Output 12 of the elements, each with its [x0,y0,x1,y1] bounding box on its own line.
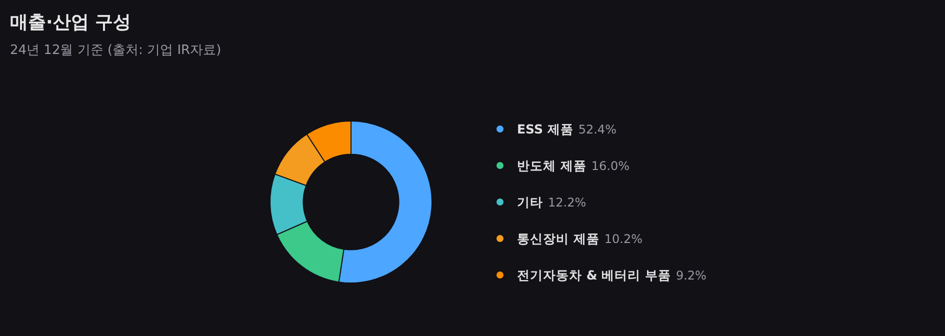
data-label: 12.2% [548,196,586,210]
data-label: 16.0% [591,159,630,173]
legend-label: 통신장비 제품 [517,231,600,246]
data-label: 52.4% [578,122,616,136]
data-label: 9.2% [676,268,706,282]
legend-label: 전기자동차 & 베터리 부품 [517,268,671,282]
text: 24년 12월 기준 (출처: 기업 IR자료) [10,43,222,58]
text: 매출·산업 구성 [10,12,132,33]
legend-label: ESS 제품 [517,122,574,136]
legend-label: 반도체 제품 [517,158,586,173]
data-label: 10.2% [604,232,642,246]
legend-label: 기타 [517,194,543,210]
